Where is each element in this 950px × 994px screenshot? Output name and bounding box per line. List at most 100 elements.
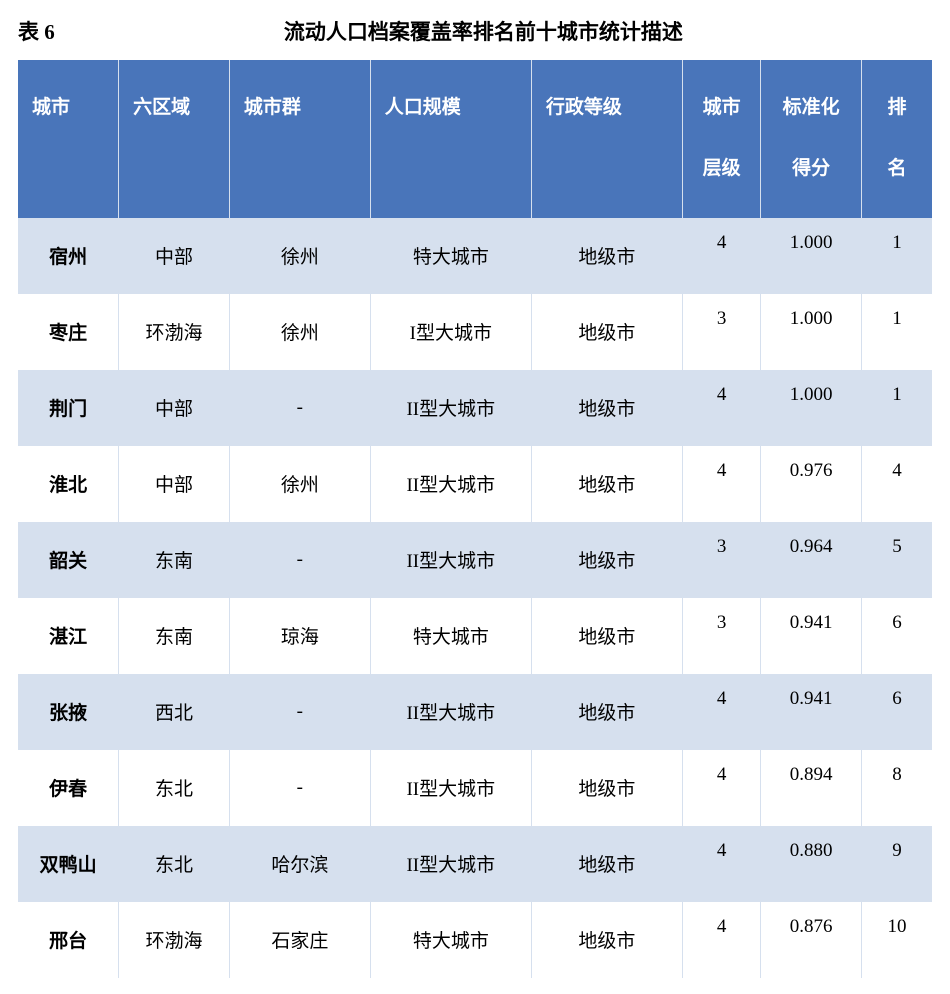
cell-score: 0.964 bbox=[761, 522, 862, 598]
cell-cluster: - bbox=[229, 674, 370, 750]
table-body: 宿州中部徐州特大城市地级市41.0001枣庄环渤海徐州I型大城市地级市31.00… bbox=[18, 218, 932, 978]
cell-region: 环渤海 bbox=[119, 902, 230, 978]
cell-region: 中部 bbox=[119, 370, 230, 446]
table-row: 宿州中部徐州特大城市地级市41.0001 bbox=[18, 218, 932, 294]
cell-popsize: II型大城市 bbox=[370, 370, 531, 446]
cell-rank: 10 bbox=[861, 902, 932, 978]
cell-popsize: II型大城市 bbox=[370, 446, 531, 522]
cell-popsize: II型大城市 bbox=[370, 750, 531, 826]
cell-admin: 地级市 bbox=[531, 598, 682, 674]
cell-admin: 地级市 bbox=[531, 750, 682, 826]
cell-tier: 4 bbox=[682, 218, 761, 294]
col-header-score: 标准化得分 bbox=[761, 60, 862, 218]
table-row: 湛江东南琼海特大城市地级市30.9416 bbox=[18, 598, 932, 674]
cell-rank: 1 bbox=[861, 370, 932, 446]
cell-tier: 4 bbox=[682, 370, 761, 446]
cell-tier: 3 bbox=[682, 522, 761, 598]
cell-tier: 4 bbox=[682, 826, 761, 902]
table-title: 流动人口档案覆盖率排名前十城市统计描述 bbox=[115, 16, 852, 46]
table-row: 双鸭山东北哈尔滨II型大城市地级市40.8809 bbox=[18, 826, 932, 902]
ranking-table: 城市 六区域 城市群 人口规模 行政等级 城市层级 标准化得分 排名 宿州中部徐… bbox=[18, 60, 932, 978]
cell-tier: 4 bbox=[682, 902, 761, 978]
cell-cluster: - bbox=[229, 522, 370, 598]
cell-city: 邢台 bbox=[18, 902, 119, 978]
cell-city: 伊春 bbox=[18, 750, 119, 826]
cell-score: 0.894 bbox=[761, 750, 862, 826]
cell-rank: 6 bbox=[861, 674, 932, 750]
cell-popsize: 特大城市 bbox=[370, 902, 531, 978]
cell-region: 东南 bbox=[119, 522, 230, 598]
cell-city: 枣庄 bbox=[18, 294, 119, 370]
cell-admin: 地级市 bbox=[531, 826, 682, 902]
cell-region: 环渤海 bbox=[119, 294, 230, 370]
cell-rank: 5 bbox=[861, 522, 932, 598]
cell-popsize: II型大城市 bbox=[370, 522, 531, 598]
cell-rank: 8 bbox=[861, 750, 932, 826]
col-header-region: 六区域 bbox=[119, 60, 230, 218]
col-header-tier: 城市层级 bbox=[682, 60, 761, 218]
cell-city: 淮北 bbox=[18, 446, 119, 522]
col-header-popsize: 人口规模 bbox=[370, 60, 531, 218]
cell-cluster: 琼海 bbox=[229, 598, 370, 674]
cell-city: 荆门 bbox=[18, 370, 119, 446]
cell-cluster: 徐州 bbox=[229, 446, 370, 522]
cell-score: 0.941 bbox=[761, 674, 862, 750]
table-caption: 表 6 流动人口档案覆盖率排名前十城市统计描述 bbox=[18, 16, 932, 46]
col-header-cluster: 城市群 bbox=[229, 60, 370, 218]
table-label: 表 6 bbox=[18, 16, 55, 46]
cell-score: 0.876 bbox=[761, 902, 862, 978]
cell-region: 西北 bbox=[119, 674, 230, 750]
cell-rank: 1 bbox=[861, 294, 932, 370]
cell-score: 0.941 bbox=[761, 598, 862, 674]
cell-region: 东北 bbox=[119, 826, 230, 902]
cell-cluster: 哈尔滨 bbox=[229, 826, 370, 902]
cell-cluster: 徐州 bbox=[229, 218, 370, 294]
table-row: 张掖西北-II型大城市地级市40.9416 bbox=[18, 674, 932, 750]
cell-admin: 地级市 bbox=[531, 522, 682, 598]
col-header-rank: 排名 bbox=[861, 60, 932, 218]
cell-admin: 地级市 bbox=[531, 218, 682, 294]
col-header-city: 城市 bbox=[18, 60, 119, 218]
cell-city: 双鸭山 bbox=[18, 826, 119, 902]
table-row: 韶关东南-II型大城市地级市30.9645 bbox=[18, 522, 932, 598]
cell-region: 中部 bbox=[119, 218, 230, 294]
cell-tier: 3 bbox=[682, 294, 761, 370]
cell-rank: 4 bbox=[861, 446, 932, 522]
cell-rank: 9 bbox=[861, 826, 932, 902]
cell-region: 东南 bbox=[119, 598, 230, 674]
cell-score: 0.880 bbox=[761, 826, 862, 902]
cell-rank: 6 bbox=[861, 598, 932, 674]
table-row: 伊春东北-II型大城市地级市40.8948 bbox=[18, 750, 932, 826]
cell-tier: 4 bbox=[682, 674, 761, 750]
cell-cluster: 徐州 bbox=[229, 294, 370, 370]
cell-admin: 地级市 bbox=[531, 902, 682, 978]
cell-admin: 地级市 bbox=[531, 674, 682, 750]
cell-popsize: 特大城市 bbox=[370, 218, 531, 294]
cell-region: 中部 bbox=[119, 446, 230, 522]
cell-score: 1.000 bbox=[761, 218, 862, 294]
cell-score: 0.976 bbox=[761, 446, 862, 522]
cell-city: 张掖 bbox=[18, 674, 119, 750]
cell-score: 1.000 bbox=[761, 370, 862, 446]
col-header-admin: 行政等级 bbox=[531, 60, 682, 218]
cell-popsize: I型大城市 bbox=[370, 294, 531, 370]
cell-cluster: 石家庄 bbox=[229, 902, 370, 978]
cell-tier: 3 bbox=[682, 598, 761, 674]
cell-score: 1.000 bbox=[761, 294, 862, 370]
cell-popsize: II型大城市 bbox=[370, 674, 531, 750]
cell-rank: 1 bbox=[861, 218, 932, 294]
cell-tier: 4 bbox=[682, 446, 761, 522]
table-row: 荆门中部-II型大城市地级市41.0001 bbox=[18, 370, 932, 446]
table-row: 枣庄环渤海徐州I型大城市地级市31.0001 bbox=[18, 294, 932, 370]
cell-cluster: - bbox=[229, 750, 370, 826]
cell-tier: 4 bbox=[682, 750, 761, 826]
cell-popsize: 特大城市 bbox=[370, 598, 531, 674]
cell-region: 东北 bbox=[119, 750, 230, 826]
table-header: 城市 六区域 城市群 人口规模 行政等级 城市层级 标准化得分 排名 bbox=[18, 60, 932, 218]
cell-popsize: II型大城市 bbox=[370, 826, 531, 902]
table-row: 邢台环渤海石家庄特大城市地级市40.87610 bbox=[18, 902, 932, 978]
cell-city: 韶关 bbox=[18, 522, 119, 598]
cell-admin: 地级市 bbox=[531, 446, 682, 522]
cell-city: 湛江 bbox=[18, 598, 119, 674]
table-row: 淮北中部徐州II型大城市地级市40.9764 bbox=[18, 446, 932, 522]
